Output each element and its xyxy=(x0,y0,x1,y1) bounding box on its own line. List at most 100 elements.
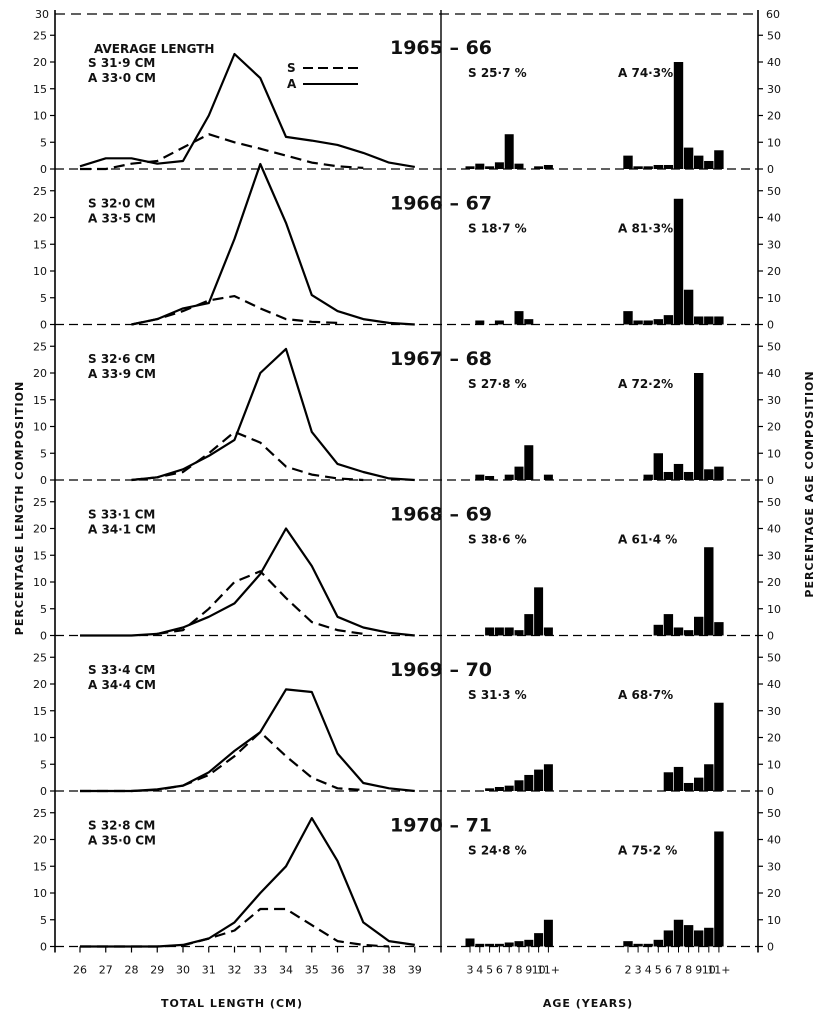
length-tick-label: 29 xyxy=(150,964,164,977)
left-tick-label: 20 xyxy=(33,834,47,847)
bar-a-age xyxy=(704,160,714,169)
left-tick-label: 10 xyxy=(33,110,47,123)
length-tick-label: 38 xyxy=(382,964,396,977)
bar-a-age xyxy=(623,155,633,169)
age-a-tick-label: 5 xyxy=(655,964,662,977)
percent-s: S 25·7 % xyxy=(468,66,527,80)
left-tick-label: 15 xyxy=(33,549,47,562)
left-tick-label: 0 xyxy=(40,474,47,487)
series-line-s xyxy=(131,295,338,326)
left-tick-label: 15 xyxy=(33,860,47,873)
year-label: 1965 – 66 xyxy=(390,37,492,59)
legend-s-key: S xyxy=(287,61,296,75)
bar-s-age xyxy=(485,166,495,169)
right-tick-label: 0 xyxy=(767,319,774,332)
bar-a-age xyxy=(663,164,674,169)
right-tick-label: 10 xyxy=(767,136,781,149)
bar-a-age xyxy=(694,777,704,791)
year-label: 1968 – 69 xyxy=(390,504,492,526)
bar-s-age xyxy=(514,311,524,325)
series-line-a xyxy=(80,688,415,793)
bar-a-age xyxy=(694,373,704,480)
right-tick-label: 20 xyxy=(767,732,781,745)
age-a-tick-label: 9 xyxy=(695,964,702,977)
figure-frame: 30 60 xyxy=(35,8,780,953)
age-a-tick-label: 7 xyxy=(675,964,682,977)
bar-s-age xyxy=(494,943,504,947)
bar-a-age xyxy=(714,831,724,947)
panel: 0 5 10 15 20 25 0 10 20 30 40 50 1965 – 66 AVERAGE LE… xyxy=(33,29,781,176)
average-length-s: S 33·4 CM xyxy=(88,663,155,677)
bar-s-age xyxy=(543,474,553,480)
bar-a-age xyxy=(663,315,674,325)
length-tick-label: 36 xyxy=(331,964,345,977)
bar-a-age xyxy=(663,772,674,791)
average-length-s: S 32·6 CM xyxy=(88,352,155,366)
percent-a: A 68·7% xyxy=(618,688,673,702)
bar-s-age xyxy=(514,780,524,791)
bar-s-age xyxy=(494,320,504,325)
percent-s: S 27·8 % xyxy=(468,377,527,391)
right-tick-label: 10 xyxy=(767,758,781,771)
left-tick-label: 0 xyxy=(40,319,47,332)
left-tick-label: 20 xyxy=(33,212,47,225)
average-length-a: A 34·4 CM xyxy=(88,678,156,692)
bar-s-age xyxy=(504,627,514,636)
left-tick-label: 20 xyxy=(33,678,47,691)
average-length-s: S 32·8 CM xyxy=(88,819,155,833)
left-tick-label: 15 xyxy=(33,705,47,718)
bar-a-age xyxy=(633,320,643,325)
bar-a-age xyxy=(704,547,714,636)
left-tick-label: 10 xyxy=(33,732,47,745)
left-tick-label: 0 xyxy=(40,941,47,954)
bar-a-age xyxy=(673,919,684,947)
series-line-a xyxy=(79,52,415,168)
percent-s: S 38·6 % xyxy=(468,533,527,547)
bar-s-age xyxy=(485,943,495,947)
bar-a-age xyxy=(653,624,663,636)
bottom-axes: 26 27 28 29 30 31 32 33 34 35 36 37 38 39 3 4 5 6 7 8 9 1011+… xyxy=(73,946,731,977)
bar-s-age xyxy=(504,134,514,169)
bar-a-age xyxy=(714,622,724,636)
bar-s-age xyxy=(485,788,495,791)
bar-s-age xyxy=(534,587,544,636)
age-a-tick-label: 10 xyxy=(702,964,716,977)
bar-s-age xyxy=(465,166,475,169)
bar-a-age xyxy=(694,930,704,947)
bar-s-age xyxy=(524,774,534,791)
right-tick-label: 0 xyxy=(767,474,774,487)
length-axis-title: TOTAL LENGTH (CM) xyxy=(161,997,303,1010)
percent-a: A 72·2% xyxy=(618,377,673,391)
bar-a-age xyxy=(653,164,663,169)
series-line-a xyxy=(131,347,415,482)
left-tick-label: 5 xyxy=(40,292,47,305)
age-s-tick-label: 5 xyxy=(486,964,493,977)
percent-s: S 31·3 % xyxy=(468,688,527,702)
left-tick-label: 15 xyxy=(33,83,47,96)
bar-s-age xyxy=(514,163,524,169)
bar-s-age xyxy=(504,785,514,791)
length-tick-label: 34 xyxy=(279,964,293,977)
right-axis-title: PERCENTAGE AGE COMPOSITION xyxy=(803,370,816,597)
right-tick-label: 40 xyxy=(767,56,781,69)
average-length-a: A 33·0 CM xyxy=(88,71,156,85)
bar-s-age xyxy=(494,786,504,791)
age-s-tick-label: 8 xyxy=(516,964,523,977)
length-tick-label: 26 xyxy=(73,964,87,977)
average-length-a: A 33·9 CM xyxy=(88,367,156,381)
bar-s-age xyxy=(465,938,475,947)
age-s-tick-label: 10 xyxy=(532,964,546,977)
average-length-a: A 35·0 CM xyxy=(88,834,156,848)
bar-s-age xyxy=(524,614,534,636)
right-tick-label: 10 xyxy=(767,447,781,460)
year-label: 1969 – 70 xyxy=(390,659,492,681)
right-tick-label: 20 xyxy=(767,421,781,434)
left-tick-label: 25 xyxy=(33,807,47,820)
bar-s-age xyxy=(504,474,514,480)
length-tick-label: 39 xyxy=(408,964,422,977)
right-tick-label: 40 xyxy=(767,678,781,691)
bar-a-age xyxy=(694,316,704,325)
bar-a-age xyxy=(643,166,653,169)
right-tick-label: 10 xyxy=(767,292,781,305)
